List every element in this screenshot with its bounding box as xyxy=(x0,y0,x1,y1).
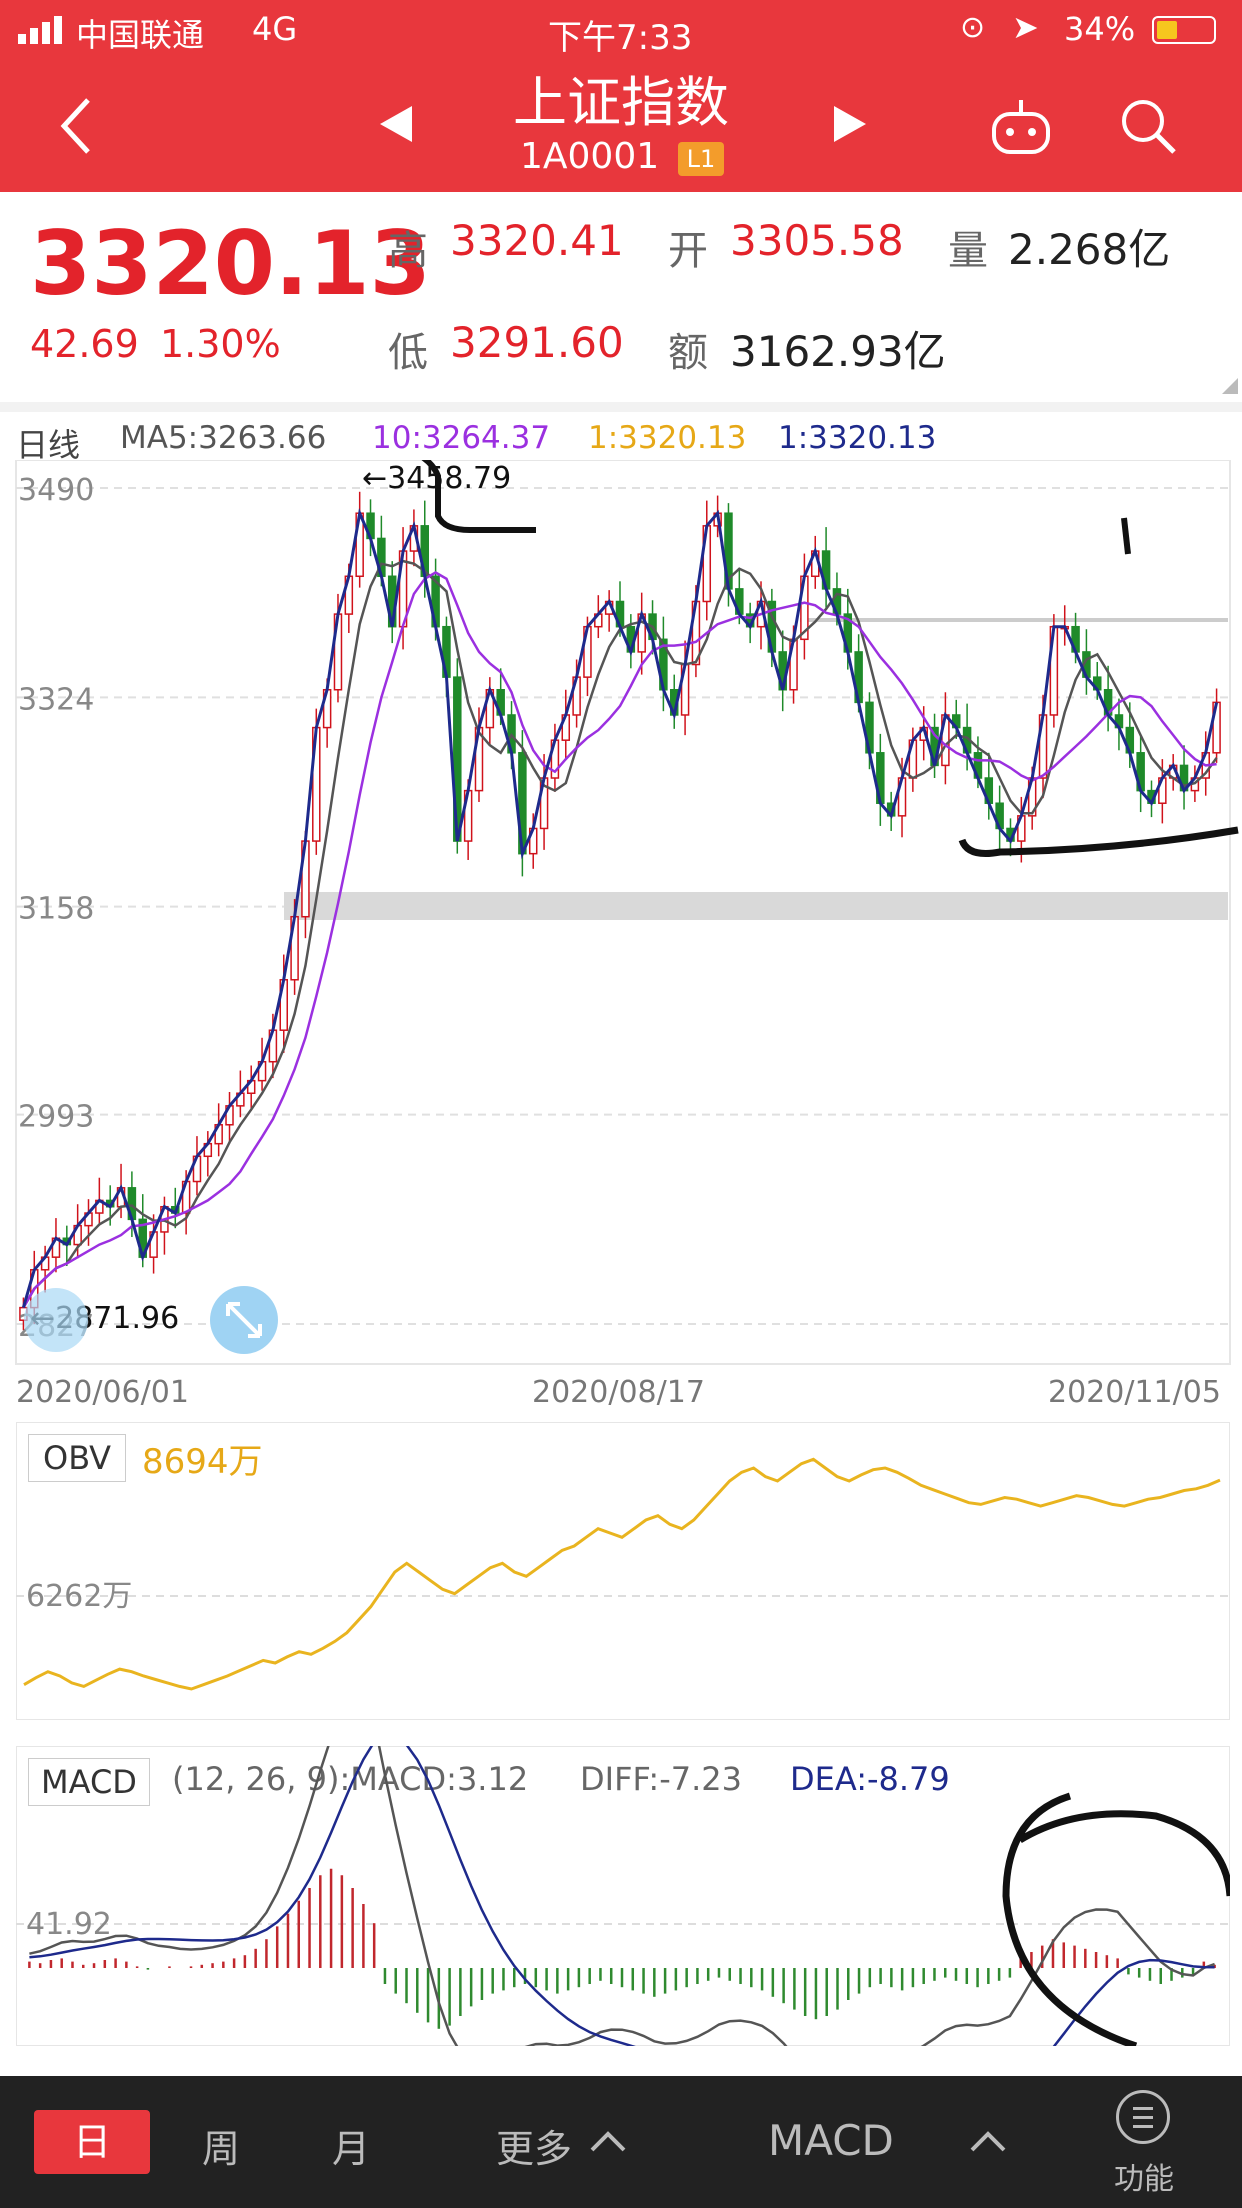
obv-panel xyxy=(16,1422,1230,1720)
signal-icon xyxy=(18,14,68,44)
bottom-toolbar: 日 周 月 更多 MACD 功能 xyxy=(0,2076,1242,2208)
network-label: 4G xyxy=(252,10,298,48)
status-time: 下午7:33 xyxy=(548,18,693,58)
low-value: 3291.60 xyxy=(450,318,624,367)
volume-label: 量 xyxy=(948,228,988,274)
macd-label: MACD xyxy=(28,1758,150,1806)
y-tick-label: 2993 xyxy=(18,1100,94,1135)
chart-frame xyxy=(15,460,1231,1365)
tab-day[interactable]: 日 xyxy=(34,2110,150,2174)
search-icon xyxy=(1122,100,1176,154)
function-label: 功能 xyxy=(1114,2162,1174,2197)
candlestick-chart[interactable]: 34903324315829932827 2020/06/012020/08/1… xyxy=(0,460,1242,1420)
ma5-line xyxy=(22,559,1218,1309)
menu-icon[interactable] xyxy=(1116,2090,1170,2144)
amount-value: 3162.93亿 xyxy=(730,327,946,376)
top-header: 中国联通 4G 下午7:33 ⊙ ➤ 34% 上证指数 1A0001 L1 xyxy=(0,0,1242,192)
tab-month[interactable]: 月 xyxy=(332,2127,371,2171)
tab-week[interactable]: 周 xyxy=(202,2127,241,2171)
robot-icon xyxy=(992,100,1050,154)
divider xyxy=(0,402,1242,412)
touch-indicator xyxy=(24,1288,88,1352)
expand-icon xyxy=(226,1302,262,1338)
ma10-label: 10:3264.37 xyxy=(372,420,551,456)
low-label: 低 xyxy=(388,330,428,376)
tab-day-label: 日 xyxy=(72,2120,111,2164)
macd-tick: 41.92 xyxy=(26,1907,112,1942)
macd-params: (12, 26, 9):MACD:3.12 xyxy=(172,1760,529,1798)
index-price: 3320.13 xyxy=(30,212,431,315)
quote-panel: 3320.13 42.69 1.30% 高 3320.41 开 3305.58 … xyxy=(0,192,1242,402)
candle-body xyxy=(1212,701,1221,754)
candles xyxy=(19,491,1221,1331)
line2-label: 1:3320.13 xyxy=(778,420,937,456)
volume-value: 2.268亿 xyxy=(1008,225,1171,274)
chevron-left-icon xyxy=(60,98,90,154)
support-band xyxy=(284,892,1228,920)
y-tick-label: 3158 xyxy=(18,892,94,927)
handwritten-support-line xyxy=(958,826,1239,857)
prev-index-button[interactable] xyxy=(378,104,414,144)
price-change-pct: 1.30% xyxy=(160,322,281,366)
triangle-left-icon xyxy=(380,106,412,142)
y-axis-labels: 34903324315829932827 xyxy=(18,473,94,1344)
rotation-lock-icon: ⊙ xyxy=(960,10,986,45)
level-badge: L1 xyxy=(678,142,724,176)
y-tick-label: 3324 xyxy=(18,682,94,717)
robot-assistant-button[interactable] xyxy=(990,96,1052,156)
x-tick-label: 2020/06/01 xyxy=(16,1375,189,1410)
ma10-line xyxy=(22,571,1217,1309)
macd-diff: DIFF:-7.23 xyxy=(580,1760,742,1798)
kline-legend: 日线 xyxy=(16,420,80,466)
close-line xyxy=(21,507,1219,1309)
price-change: 42.69 xyxy=(30,322,139,366)
handwritten-tick-mark xyxy=(1121,517,1131,555)
dea-line xyxy=(29,1746,1215,2046)
diff-line xyxy=(29,1746,1216,2046)
indicator-selector[interactable]: MACD xyxy=(768,2116,894,2165)
location-icon: ➤ xyxy=(1012,8,1039,46)
ma5-label: MA5:3263.66 xyxy=(120,420,327,456)
fullscreen-button[interactable] xyxy=(210,1286,278,1354)
period-label: 日线 xyxy=(16,426,81,464)
obv-value: 8694万 xyxy=(142,1442,263,1482)
y-tick-label: 3490 xyxy=(18,473,94,508)
obv-chart[interactable]: 6262万 xyxy=(16,1422,1230,1720)
indicator-chevron-up-icon[interactable] xyxy=(968,2128,1008,2154)
open-label: 开 xyxy=(668,228,708,274)
macd-dea: DEA:-8.79 xyxy=(790,1760,950,1798)
macd-histogram xyxy=(28,1868,1216,2029)
back-button[interactable] xyxy=(56,96,96,156)
macd-chart[interactable]: 41.92 xyxy=(16,1746,1230,2046)
obv-tick: 6262万 xyxy=(26,1579,132,1614)
handwritten-bracket-mark xyxy=(421,460,536,533)
open-value: 3305.58 xyxy=(730,216,904,265)
search-button[interactable] xyxy=(1118,96,1178,156)
obv-label: OBV xyxy=(28,1434,127,1482)
high-value: 3320.41 xyxy=(450,216,624,265)
x-tick-label: 2020/08/17 xyxy=(532,1375,705,1410)
tab-more[interactable]: 更多 xyxy=(496,2127,573,2171)
expand-corner-icon xyxy=(1222,378,1238,394)
chevron-up-icon[interactable] xyxy=(588,2128,628,2154)
next-index-button[interactable] xyxy=(832,104,868,144)
handwritten-circle-mark xyxy=(1002,1792,1230,2046)
battery-icon xyxy=(1152,16,1216,44)
high-label: 高 xyxy=(388,228,428,274)
amount-label: 额 xyxy=(668,330,708,376)
carrier-label: 中国联通 xyxy=(76,16,205,54)
x-tick-label: 2020/11/05 xyxy=(1048,1375,1221,1410)
obv-line xyxy=(23,1457,1221,1691)
battery-percent: 34% xyxy=(1064,10,1136,48)
page-title: 上证指数 xyxy=(513,71,729,134)
x-axis-labels: 2020/06/01 2020/08/17 2020/11/05 xyxy=(16,1375,1221,1410)
line1-label: 1:3320.13 xyxy=(588,420,747,456)
triangle-right-icon xyxy=(834,106,866,142)
index-code: 1A0001 xyxy=(520,136,660,177)
